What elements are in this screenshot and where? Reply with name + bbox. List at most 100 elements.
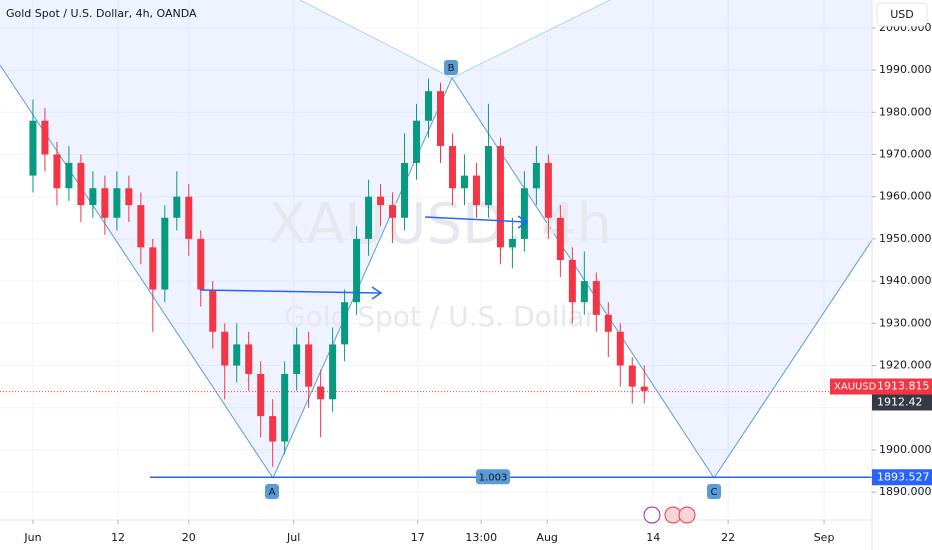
candle-body: [425, 91, 433, 121]
y-tick-label: 1970.000: [879, 147, 932, 160]
candle-body: [520, 188, 528, 239]
candle-body: [305, 344, 313, 387]
candle-body: [281, 373, 289, 442]
candle-body: [113, 188, 121, 218]
ratio-badge: [476, 469, 510, 485]
y-tick-label: 1940.000: [879, 274, 932, 287]
candle-body: [640, 386, 648, 391]
x-tick-label: 17: [411, 531, 425, 544]
point-label: A: [269, 487, 276, 498]
arrow-head: [517, 215, 529, 229]
candle-body: [209, 289, 217, 332]
chart-title: Gold Spot / U.S. Dollar, 4h, OANDA: [6, 7, 197, 20]
y-tick-label: 1920.000: [879, 359, 932, 372]
current-price-tag: 1912.42: [877, 396, 923, 409]
point-badge: [444, 60, 458, 75]
candle-body: [257, 373, 265, 417]
level-price-tag: 1893.527: [877, 470, 930, 483]
candle-body: [77, 162, 85, 206]
last-price-tag: 1913.815: [877, 380, 930, 393]
candle-body: [29, 120, 37, 176]
candle-body: [365, 196, 373, 239]
y-tick-label: 1950.000: [879, 232, 932, 245]
candle-body: [472, 175, 480, 206]
point-label: C: [711, 487, 718, 498]
candle-body: [532, 162, 540, 189]
candle-body: [580, 281, 588, 303]
candle-body: [329, 344, 337, 400]
candle-body: [233, 344, 241, 366]
watermark-subtitle: Gold Spot / U.S. Dollar: [284, 300, 597, 333]
grid: [0, 0, 872, 520]
candle-body: [101, 188, 109, 218]
point-badge: [265, 484, 279, 499]
candle-body: [185, 196, 193, 239]
y-tick-label: 1890.000: [879, 485, 932, 498]
y-tick-label: 1990.000: [879, 63, 932, 76]
x-tick-label: Jul: [286, 531, 300, 544]
candle-body: [508, 238, 516, 248]
point-label: B: [448, 63, 455, 74]
arrow: [424, 216, 527, 223]
ratio-label: 1.003: [479, 472, 508, 483]
symbol-tag-bg: [830, 378, 872, 395]
overlay: 1.003: [0, 391, 872, 485]
candle-body: [89, 188, 97, 206]
candle-body: [161, 217, 169, 290]
candle-body: [448, 146, 456, 189]
arrow: [199, 289, 381, 294]
candle-body: [604, 314, 612, 332]
arrow-head: [371, 286, 383, 300]
candle-body: [293, 344, 301, 374]
candle-body: [377, 196, 385, 206]
last-price-tag-bg: [872, 378, 932, 395]
x-tick-label: Jun: [23, 531, 41, 544]
price-axis: [872, 0, 932, 550]
candle-body: [245, 344, 253, 374]
pattern-line: [299, 0, 611, 79]
candle-body: [125, 188, 133, 206]
candle-body: [341, 302, 349, 345]
x-tick-label: Aug: [536, 531, 557, 544]
y-tick-label: 1980.000: [879, 105, 932, 118]
candle-body: [544, 162, 552, 218]
y-tick-label: 1960.000: [879, 190, 932, 203]
candles: [29, 78, 648, 467]
candle-body: [137, 205, 145, 248]
x-tick-label: 14: [646, 531, 660, 544]
pattern-line: [0, 64, 873, 480]
candle-body: [389, 205, 397, 218]
candle-body: [616, 331, 624, 366]
candle-body: [353, 238, 361, 303]
y-tick-label: 1930.000: [879, 316, 932, 329]
candle-body: [568, 260, 576, 303]
candle-body: [41, 120, 49, 155]
candle-body: [484, 146, 492, 206]
y-tick-label: 1900.000: [879, 443, 932, 456]
candle-body: [65, 162, 73, 189]
candle-body: [53, 154, 61, 189]
candle-body: [401, 162, 409, 218]
candle-body: [269, 416, 277, 442]
candle-body: [460, 175, 468, 189]
x-tick-label: 13:00: [465, 531, 497, 544]
candle-body: [197, 238, 205, 290]
x-tick-label: 22: [721, 531, 735, 544]
currency-label[interactable]: USD: [890, 8, 914, 21]
candle-body: [628, 365, 636, 387]
level-price-tag-bg: [872, 469, 932, 486]
axes: 2000.0001990.0001980.0001970.0001960.000…: [23, 21, 932, 544]
x-tick-label: 20: [182, 531, 196, 544]
event-icon[interactable]: [643, 506, 661, 524]
candle-body: [317, 386, 325, 400]
currency-button[interactable]: [876, 2, 928, 27]
x-tick-label: 12: [111, 531, 125, 544]
event-icon[interactable]: [678, 506, 696, 524]
candle-body: [556, 217, 564, 260]
watermark: XAUUSD, 4h: [268, 192, 612, 257]
symbol-tag: XAUUSD: [834, 382, 877, 393]
candle-body: [173, 196, 181, 218]
candle-body: [592, 281, 600, 315]
